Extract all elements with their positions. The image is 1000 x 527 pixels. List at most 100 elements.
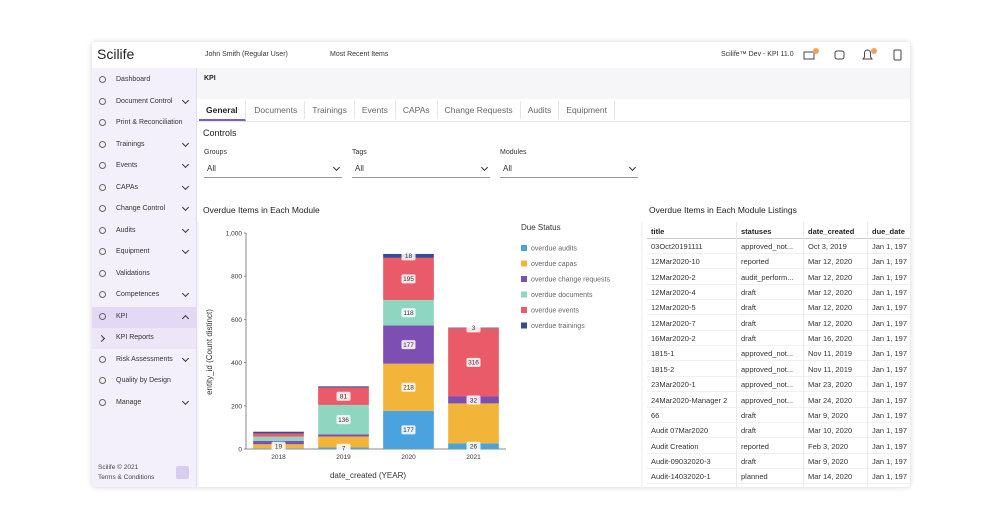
table-cell: draft bbox=[741, 288, 757, 298]
nav-label: Print & Reconciliation bbox=[116, 119, 183, 126]
tab[interactable]: General bbox=[199, 101, 246, 121]
breadcrumb: KPI bbox=[204, 75, 216, 82]
table-cell: Mar 14, 2020 bbox=[808, 472, 853, 482]
nav-item[interactable]: KPI Reports bbox=[92, 328, 196, 349]
tab[interactable]: Change Requests bbox=[438, 101, 521, 119]
nav-item[interactable]: Document Control bbox=[92, 92, 196, 113]
table-cell: 16Mar2020-2 bbox=[651, 334, 696, 344]
nav-item[interactable]: Change Control bbox=[92, 199, 196, 220]
table-cell: reported bbox=[741, 257, 769, 267]
nav-item[interactable]: Events bbox=[92, 156, 196, 177]
tab[interactable]: Trainings bbox=[305, 101, 355, 119]
chat-icon[interactable] bbox=[834, 50, 845, 60]
chart-panel bbox=[199, 196, 641, 487]
filter-select[interactable]: All bbox=[500, 162, 638, 178]
tab[interactable]: Audits bbox=[521, 101, 560, 119]
nav-item[interactable]: Equipment bbox=[92, 242, 196, 263]
table-cell: approved_not... bbox=[741, 395, 794, 405]
nav-item[interactable]: CAPAs bbox=[92, 178, 196, 199]
table-cell: 23Mar2020-1 bbox=[651, 380, 696, 390]
nav-item[interactable]: Manage bbox=[92, 393, 196, 414]
table-cell: Jan 1, 197 bbox=[872, 242, 908, 251]
filter-select[interactable]: All bbox=[352, 162, 490, 178]
row-rule bbox=[647, 452, 910, 454]
filter-label: Modules bbox=[500, 149, 527, 156]
sub-arrow bbox=[97, 334, 106, 343]
controls-title: Controls bbox=[203, 128, 237, 138]
brand: Scilife bbox=[97, 46, 135, 62]
column-rule bbox=[736, 222, 737, 487]
row-rule bbox=[647, 467, 910, 469]
table-cell: draft bbox=[741, 456, 757, 466]
sidebar: Scilife © 2021 Terms & Conditions Dashbo… bbox=[92, 68, 197, 487]
table-cell: Mar 10, 2020 bbox=[808, 426, 853, 436]
table-cell: draft bbox=[741, 410, 757, 420]
nav-item[interactable]: Dashboard bbox=[92, 70, 196, 91]
nav-item[interactable]: Audits bbox=[92, 221, 196, 242]
tab[interactable]: CAPAs bbox=[396, 101, 438, 119]
table-cell: Jan 1, 197 bbox=[872, 318, 908, 328]
nav-label: Change Control bbox=[116, 205, 166, 212]
nav-item[interactable]: Validations bbox=[92, 264, 196, 285]
filter-value: All bbox=[355, 164, 364, 173]
table-cell: Audit-09032020-3 bbox=[651, 456, 711, 466]
tab[interactable]: Documents bbox=[247, 101, 306, 119]
collapse-button[interactable] bbox=[176, 466, 189, 479]
row-rule bbox=[647, 299, 910, 301]
nav-icon bbox=[99, 205, 106, 212]
filter-value: All bbox=[503, 164, 512, 173]
nav-item[interactable]: Competences bbox=[92, 285, 196, 306]
filter-select[interactable]: All bbox=[204, 162, 342, 178]
table-cell: audit_perform... bbox=[741, 272, 794, 282]
table-cell: Jan 1, 197 bbox=[872, 456, 908, 466]
nav-item[interactable]: KPI bbox=[92, 306, 196, 328]
nav-icon bbox=[99, 291, 106, 298]
table-cell: 12Mar2020-10 bbox=[651, 257, 700, 267]
table-cell: Audit 07Mar2020 bbox=[651, 426, 709, 436]
column-header[interactable]: title bbox=[651, 227, 665, 236]
column-header[interactable]: date_created bbox=[808, 227, 855, 236]
table-cell: draft bbox=[741, 303, 757, 313]
table-cell: draft bbox=[741, 318, 757, 328]
row-rule bbox=[647, 360, 910, 362]
terms-link[interactable]: Terms & Conditions bbox=[98, 474, 155, 481]
table-cell: Mar 24, 2020 bbox=[808, 395, 853, 405]
column-header[interactable]: due_date bbox=[872, 227, 905, 236]
row-rule bbox=[647, 268, 910, 270]
nav-label: Risk Assessments bbox=[116, 355, 173, 363]
device-icon[interactable] bbox=[893, 49, 902, 61]
table-cell: Jan 1, 197 bbox=[872, 395, 908, 405]
mail-icon[interactable] bbox=[803, 51, 815, 60]
table-cell: Jan 1, 197 bbox=[872, 380, 908, 390]
nav-icon bbox=[99, 312, 106, 320]
column-rule bbox=[803, 222, 804, 487]
table-cell: Jan 1, 197 bbox=[872, 410, 908, 420]
tab[interactable]: Events bbox=[355, 101, 396, 119]
nav-label: Quality by Design bbox=[116, 377, 171, 384]
nav-label: Audits bbox=[116, 226, 136, 234]
recent-items-menu[interactable]: Most Recent Items bbox=[330, 51, 389, 58]
nav-label: KPI bbox=[116, 312, 128, 320]
tab[interactable]: Equipment bbox=[559, 101, 615, 119]
row-rule bbox=[647, 406, 910, 408]
chevron bbox=[181, 96, 190, 104]
table-cell: Mar 12, 2020 bbox=[808, 272, 853, 282]
row-rule bbox=[647, 253, 910, 254]
nav-label: Competences bbox=[116, 291, 160, 298]
badge bbox=[813, 48, 819, 54]
column-header[interactable]: statuses bbox=[741, 227, 772, 236]
user-menu[interactable]: John Smith (Regular User) bbox=[205, 51, 288, 58]
chevron bbox=[181, 225, 190, 233]
nav-item[interactable]: Trainings bbox=[92, 135, 196, 156]
row-rule bbox=[647, 345, 910, 347]
nav-item[interactable]: Quality by Design bbox=[92, 371, 196, 392]
table-cell: 1815-1 bbox=[651, 349, 675, 359]
nav-icon bbox=[99, 97, 106, 105]
nav-item[interactable]: Print & Reconciliation bbox=[92, 113, 196, 134]
bell-icon[interactable] bbox=[862, 49, 873, 60]
nav-item[interactable]: Risk Assessments bbox=[92, 350, 196, 371]
nav-icon bbox=[99, 226, 106, 234]
nav-label: Equipment bbox=[116, 248, 150, 255]
row-rule bbox=[647, 329, 910, 331]
chevron bbox=[628, 163, 637, 172]
